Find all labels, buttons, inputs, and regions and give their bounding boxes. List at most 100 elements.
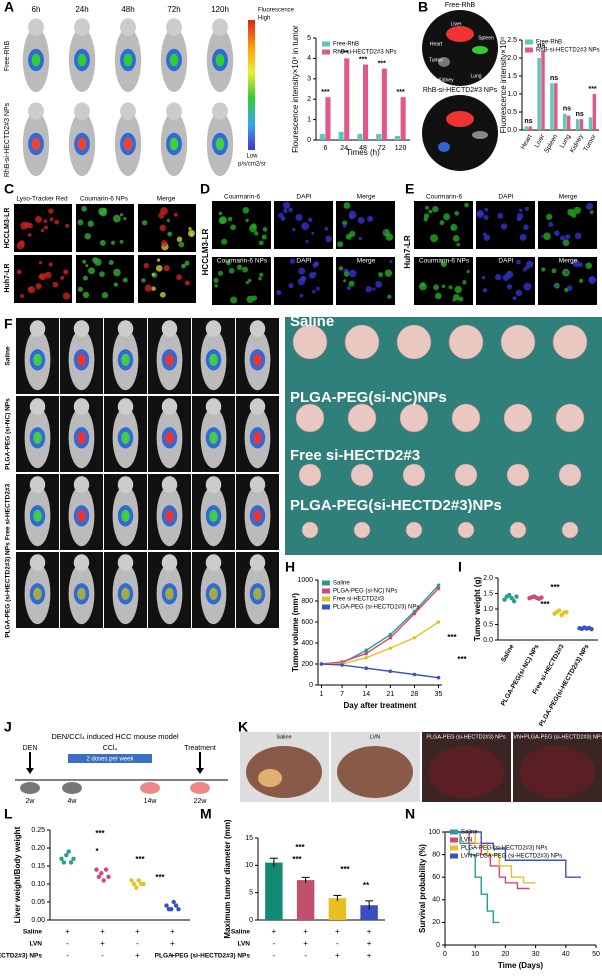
cell <box>141 278 146 283</box>
signal <box>165 353 174 366</box>
mouse-head <box>29 476 46 494</box>
cell <box>218 211 223 216</box>
cell <box>288 207 293 213</box>
cell <box>181 263 186 269</box>
panel-letter: D <box>200 181 210 197</box>
significance: *** <box>295 843 305 852</box>
cell <box>278 212 284 219</box>
cell <box>560 235 566 241</box>
legend-label: LVN <box>461 838 472 844</box>
signal <box>169 137 179 151</box>
x-tick-label: 0 <box>443 951 447 958</box>
signal <box>165 431 174 444</box>
label: LVN <box>370 734 380 740</box>
cell <box>283 208 288 214</box>
point <box>589 626 594 632</box>
cell <box>63 269 69 275</box>
y-tick-label: 0.25 <box>31 827 45 834</box>
mouse-head <box>117 320 134 338</box>
cell <box>348 210 357 219</box>
label: Courmarin-6 <box>224 194 261 201</box>
cell <box>110 240 116 245</box>
cell <box>346 285 352 291</box>
sign: - <box>66 951 69 960</box>
signal <box>253 431 262 444</box>
bar <box>541 50 545 130</box>
bar <box>566 115 571 130</box>
cell <box>101 292 109 299</box>
cell <box>325 235 333 243</box>
cell <box>99 271 105 277</box>
y-tick-label: 0 <box>436 942 440 949</box>
point <box>99 871 104 876</box>
cell <box>343 202 351 209</box>
x-tick-label: 40 <box>562 951 570 958</box>
cell <box>338 266 344 271</box>
bar <box>344 58 350 140</box>
cell <box>564 287 569 293</box>
y-tick-label: 0 <box>309 682 313 689</box>
micrograph <box>414 201 473 249</box>
tumor <box>457 521 475 539</box>
cell <box>62 292 71 300</box>
cell <box>441 284 446 289</box>
significance: ** <box>363 881 370 890</box>
mouse-head <box>249 554 266 571</box>
cell <box>519 233 527 241</box>
label: Lung <box>470 73 481 79</box>
point <box>131 881 137 887</box>
bar <box>550 83 554 130</box>
cell <box>226 260 231 266</box>
mouse-head <box>73 398 90 416</box>
mouse-head <box>29 398 46 416</box>
label: Saline <box>276 734 291 740</box>
label: Merge <box>357 258 376 265</box>
y-tick-label: 0.5 <box>507 109 517 116</box>
sign: + <box>367 939 372 948</box>
nodule <box>258 769 282 787</box>
cell <box>151 273 155 277</box>
cell <box>35 283 42 290</box>
signal <box>209 353 218 366</box>
cell <box>87 220 94 227</box>
cell <box>188 226 192 231</box>
mouse-head <box>29 554 46 571</box>
y-tick-label: 2.5 <box>507 37 517 44</box>
cell <box>451 227 455 231</box>
cell <box>19 293 25 299</box>
series-line <box>321 584 440 665</box>
label: Merge <box>559 258 578 265</box>
sign: - <box>136 939 139 948</box>
x-tick-label: Saline <box>500 643 516 663</box>
significance: *** <box>378 60 386 67</box>
cell <box>156 258 161 262</box>
panel-letter: A <box>4 0 14 15</box>
micrograph <box>212 257 271 305</box>
legend-label: PLGA-PEG (si-NC) NPs <box>333 589 397 595</box>
cell <box>358 236 362 241</box>
cell <box>40 228 45 233</box>
legend-swatch <box>450 845 458 851</box>
cell <box>27 232 32 237</box>
cell <box>282 201 291 209</box>
label: p/s/cm2/sr <box>238 162 266 168</box>
cell <box>483 234 490 241</box>
cell <box>589 210 594 214</box>
cell <box>389 260 393 264</box>
signal <box>165 587 174 600</box>
label: Kidney <box>438 77 454 83</box>
cell <box>348 280 355 287</box>
cell <box>516 259 521 265</box>
cell <box>189 232 194 237</box>
panel-letter: M <box>200 806 212 822</box>
bar <box>579 119 584 130</box>
bar <box>537 58 541 130</box>
liver <box>337 746 413 798</box>
mouse-head <box>249 398 266 416</box>
mouse-head <box>117 554 134 571</box>
x-tick-label: 20 <box>502 951 510 958</box>
y-tick-label: 5 <box>249 890 253 897</box>
bar <box>296 880 315 920</box>
significance: *** <box>95 829 105 838</box>
cell <box>495 274 502 281</box>
